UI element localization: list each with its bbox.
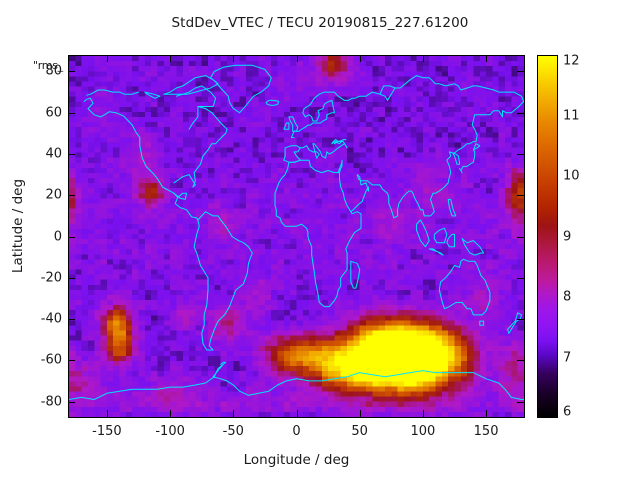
y-tick-mark [68, 113, 75, 114]
x-tick-label: 100 [410, 424, 436, 439]
y-tick-mark [517, 402, 524, 403]
colorbar-tick-label: 10 [563, 168, 580, 184]
y-tick-label: 0 [53, 229, 62, 244]
stray-key-label-artifact: "rms_ [33, 59, 63, 72]
colorbar-tick-label: 9 [563, 229, 572, 244]
y-tick-mark [517, 360, 524, 361]
x-tick-label: -100 [155, 424, 185, 439]
y-tick-label: 60 [45, 105, 62, 121]
y-axis-label: Latitude / deg [10, 178, 26, 274]
colorbar[interactable] [537, 55, 558, 418]
x-tick-mark [107, 55, 108, 62]
x-tick-mark [486, 55, 487, 62]
y-tick-mark [517, 319, 524, 320]
y-tick-label: -80 [40, 394, 62, 410]
x-tick-label: 0 [292, 424, 301, 439]
y-tick-mark [68, 195, 75, 196]
x-tick-mark [170, 55, 171, 62]
x-tick-mark [360, 410, 361, 417]
y-tick-mark [517, 237, 524, 238]
y-tick-mark [517, 154, 524, 155]
y-tick-label: 40 [45, 146, 62, 162]
y-tick-mark [68, 360, 75, 361]
y-tick-label: -40 [40, 311, 62, 327]
x-tick-mark [233, 410, 234, 417]
y-tick-label: 20 [45, 187, 62, 203]
x-tick-mark [170, 410, 171, 417]
colorbar-tick-label: 12 [563, 53, 580, 69]
x-tick-mark [360, 55, 361, 62]
y-tick-label: -20 [40, 270, 62, 286]
x-tick-label: 150 [473, 424, 499, 439]
x-axis-label: Longitude / deg [243, 452, 350, 468]
colorbar-tick-label: 11 [563, 108, 580, 123]
x-tick-label: -150 [92, 424, 122, 439]
y-tick-label: -60 [40, 352, 62, 368]
x-tick-mark [297, 55, 298, 62]
y-tick-mark [68, 278, 75, 279]
colorbar-tick-label: 8 [563, 289, 572, 305]
y-tick-mark [68, 319, 75, 320]
x-tick-label: -50 [222, 424, 244, 439]
y-tick-mark [68, 154, 75, 155]
y-tick-mark [517, 195, 524, 196]
heatmap-plot-area[interactable] [68, 55, 525, 418]
x-tick-mark [423, 55, 424, 62]
y-tick-mark [68, 402, 75, 403]
colorbar-tick-label: 6 [563, 404, 572, 420]
x-tick-mark [486, 410, 487, 417]
x-tick-mark [297, 410, 298, 417]
x-tick-label: 50 [351, 424, 368, 439]
y-tick-label: 80 [45, 63, 62, 79]
y-tick-mark [68, 71, 75, 72]
y-tick-mark [68, 237, 75, 238]
y-tick-mark [517, 113, 524, 114]
x-tick-mark [423, 410, 424, 417]
page-title: StdDev_VTEC / TECU 20190815_227.61200 [171, 15, 469, 31]
colorbar-tick-label: 7 [563, 350, 572, 365]
y-tick-mark [517, 278, 524, 279]
x-tick-mark [107, 410, 108, 417]
y-tick-mark [517, 71, 524, 72]
x-tick-mark [233, 55, 234, 62]
